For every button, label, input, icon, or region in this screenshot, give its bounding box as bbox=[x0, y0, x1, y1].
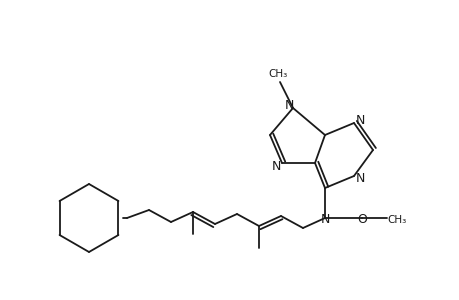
Text: N: N bbox=[284, 98, 293, 112]
Text: N: N bbox=[271, 160, 280, 172]
Text: N: N bbox=[354, 172, 364, 185]
Text: O: O bbox=[356, 214, 366, 226]
Text: N: N bbox=[319, 214, 329, 226]
Text: N: N bbox=[354, 113, 364, 127]
Text: CH₃: CH₃ bbox=[268, 69, 287, 79]
Text: CH₃: CH₃ bbox=[386, 215, 406, 225]
